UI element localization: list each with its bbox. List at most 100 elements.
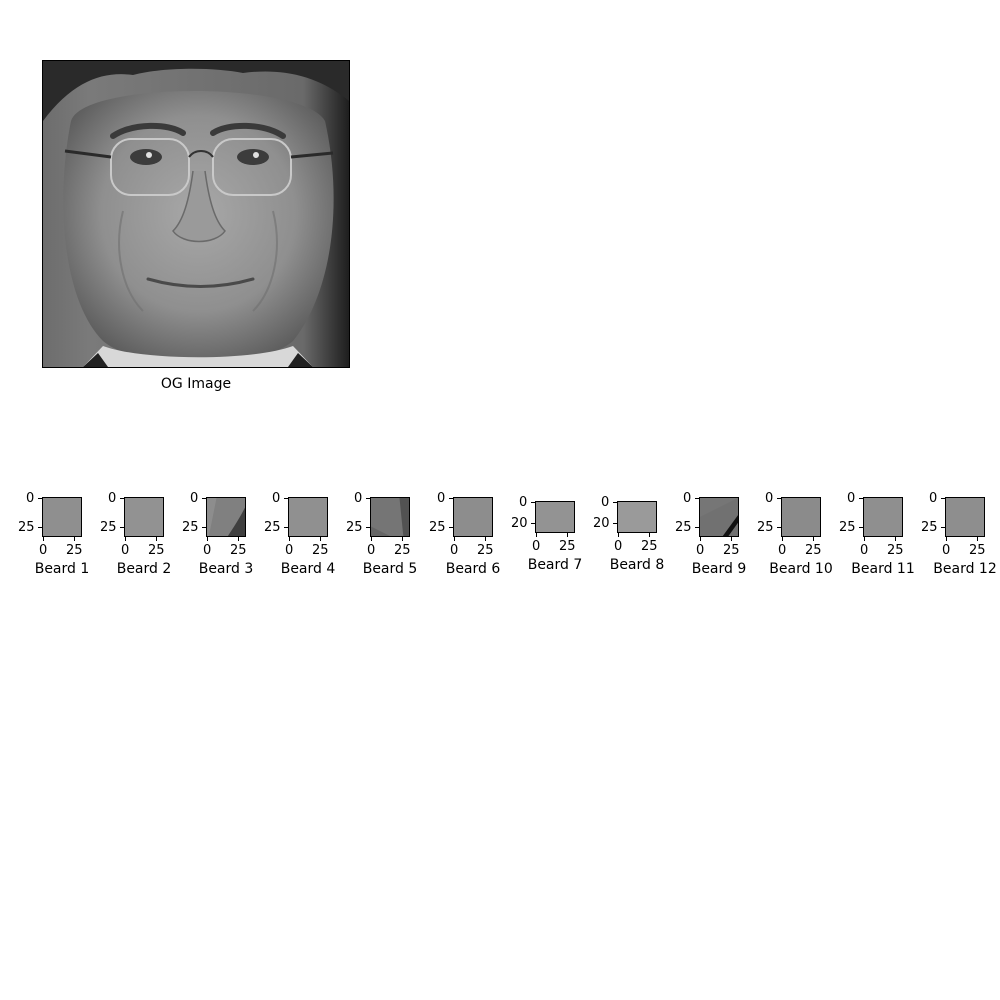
beard-patch-image — [42, 497, 82, 537]
x-tick-mark — [156, 537, 157, 541]
beard-patch-label: Beard 12 — [933, 561, 997, 577]
y-tick-label: 20 — [511, 516, 528, 531]
y-tick-label: 25 — [18, 520, 35, 535]
beard-patch-image — [124, 497, 164, 537]
x-tick-label: 25 — [312, 543, 329, 558]
x-tick-label: 0 — [450, 543, 459, 558]
y-tick-label: 25 — [100, 520, 117, 535]
beard-patch-image — [945, 497, 985, 537]
x-tick-label: 25 — [230, 543, 247, 558]
beard-patch-label: Beard 6 — [445, 561, 501, 577]
beard-patch-image — [370, 497, 410, 537]
beard-patch-label: Beard 8 — [609, 557, 665, 573]
x-tick-label: 25 — [641, 539, 658, 554]
y-tick-mark — [777, 498, 781, 499]
y-tick-mark — [284, 527, 288, 528]
y-tick-label: 0 — [601, 495, 610, 510]
x-tick-label: 25 — [477, 543, 494, 558]
y-tick-label: 0 — [847, 491, 856, 506]
y-tick-label: 0 — [683, 491, 692, 506]
beard-patch-label: Beard 4 — [280, 561, 336, 577]
x-tick-mark — [864, 537, 865, 541]
y-tick-mark — [859, 527, 863, 528]
y-tick-mark — [120, 498, 124, 499]
x-tick-label: 0 — [367, 543, 376, 558]
x-tick-label: 0 — [860, 543, 869, 558]
beard-patch-label: Beard 11 — [851, 561, 915, 577]
y-tick-label: 0 — [108, 491, 117, 506]
x-tick-label: 25 — [969, 543, 986, 558]
og-image — [42, 60, 350, 368]
x-tick-label: 25 — [559, 539, 576, 554]
y-tick-label: 0 — [519, 495, 528, 510]
x-tick-mark — [454, 537, 455, 541]
y-tick-mark — [366, 527, 370, 528]
y-tick-label: 0 — [354, 491, 363, 506]
x-tick-mark — [207, 537, 208, 541]
x-tick-mark — [536, 533, 537, 537]
beard-patch-label: Beard 5 — [362, 561, 418, 577]
x-tick-mark — [946, 537, 947, 541]
x-tick-label: 25 — [723, 543, 740, 558]
y-tick-mark — [284, 498, 288, 499]
x-tick-mark — [402, 537, 403, 541]
y-tick-label: 25 — [346, 520, 363, 535]
x-tick-mark — [320, 537, 321, 541]
y-tick-label: 20 — [593, 516, 610, 531]
y-tick-mark — [202, 498, 206, 499]
x-tick-mark — [74, 537, 75, 541]
x-tick-mark — [567, 533, 568, 537]
beard-patch-image — [453, 497, 493, 537]
x-tick-label: 0 — [39, 543, 48, 558]
y-tick-mark — [777, 527, 781, 528]
x-tick-mark — [289, 537, 290, 541]
x-tick-label: 0 — [532, 539, 541, 554]
y-tick-label: 25 — [182, 520, 199, 535]
y-tick-mark — [613, 523, 617, 524]
beard-patch-image — [535, 501, 575, 533]
x-tick-label: 0 — [121, 543, 130, 558]
beard-patch-image — [288, 497, 328, 537]
beard-patch-label: Beard 9 — [691, 561, 747, 577]
y-tick-mark — [531, 523, 535, 524]
y-tick-mark — [38, 498, 42, 499]
x-tick-label: 25 — [805, 543, 822, 558]
y-tick-label: 25 — [264, 520, 281, 535]
beard-patch-image — [699, 497, 739, 537]
x-tick-mark — [977, 537, 978, 541]
y-tick-mark — [613, 502, 617, 503]
beard-patch-image — [617, 501, 657, 533]
face-photo — [43, 61, 349, 367]
y-tick-label: 25 — [757, 520, 774, 535]
beard-patch-image — [781, 497, 821, 537]
y-tick-mark — [695, 527, 699, 528]
y-tick-label: 0 — [190, 491, 199, 506]
y-tick-mark — [531, 502, 535, 503]
x-tick-mark — [813, 537, 814, 541]
x-tick-label: 0 — [942, 543, 951, 558]
x-tick-label: 25 — [66, 543, 83, 558]
x-tick-mark — [371, 537, 372, 541]
y-tick-mark — [202, 527, 206, 528]
x-tick-label: 25 — [394, 543, 411, 558]
x-tick-label: 0 — [778, 543, 787, 558]
beard-patch-label: Beard 10 — [769, 561, 833, 577]
y-tick-mark — [449, 498, 453, 499]
y-tick-mark — [120, 527, 124, 528]
x-tick-mark — [238, 537, 239, 541]
og-image-label: OG Image — [160, 376, 232, 392]
y-tick-mark — [366, 498, 370, 499]
x-tick-mark — [649, 533, 650, 537]
beard-patch-label: Beard 1 — [34, 561, 90, 577]
y-tick-mark — [941, 498, 945, 499]
y-tick-label: 25 — [839, 520, 856, 535]
y-tick-mark — [695, 498, 699, 499]
x-tick-mark — [485, 537, 486, 541]
y-tick-label: 0 — [437, 491, 446, 506]
x-tick-mark — [895, 537, 896, 541]
y-tick-label: 0 — [272, 491, 281, 506]
x-tick-label: 0 — [285, 543, 294, 558]
y-tick-label: 25 — [921, 520, 938, 535]
y-tick-label: 25 — [675, 520, 692, 535]
x-tick-label: 0 — [614, 539, 623, 554]
